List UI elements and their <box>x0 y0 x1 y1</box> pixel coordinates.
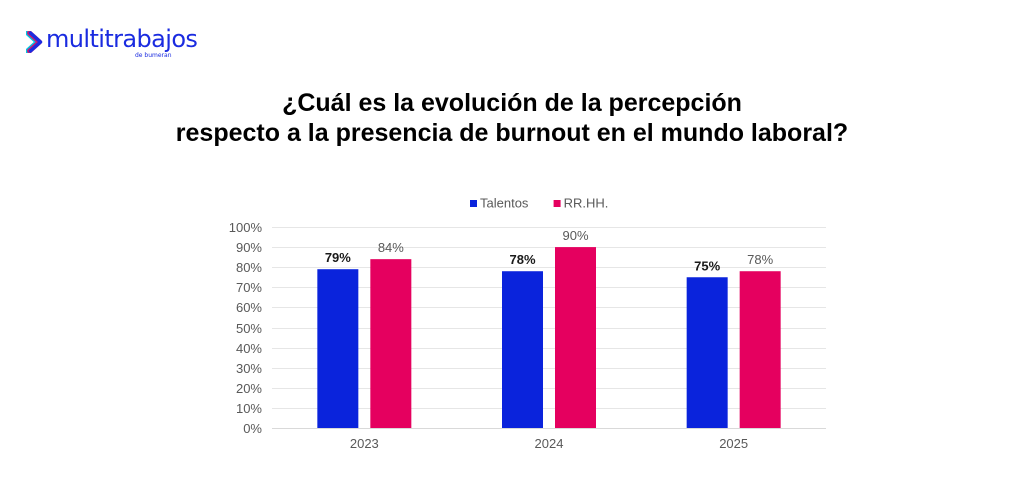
y-tick-label: 70% <box>236 280 262 295</box>
y-tick-label: 100% <box>229 220 263 235</box>
x-tick-label: 2023 <box>350 436 379 451</box>
y-tick-label: 90% <box>236 240 262 255</box>
bar-talentos-2024 <box>502 271 543 428</box>
y-tick-label: 50% <box>236 321 262 336</box>
data-label: 78% <box>747 252 773 267</box>
bar-rr-hh-2025 <box>739 271 781 428</box>
title-line-2: respecto a la presencia de burnout en el… <box>175 119 849 147</box>
y-tick-label: 40% <box>236 341 262 356</box>
bar-talentos-2023 <box>317 269 359 428</box>
y-tick-label: 60% <box>236 300 262 315</box>
title-line-1: ¿Cuál es la evolución de la percepción <box>282 89 742 117</box>
legend-swatch <box>470 200 477 207</box>
data-label: 90% <box>562 228 588 243</box>
chevron-logo-icon <box>26 31 43 53</box>
y-tick-label: 80% <box>236 260 262 275</box>
bar-talentos-2025 <box>686 277 728 428</box>
data-label: 78% <box>509 252 535 267</box>
bar-rr-hh-2024 <box>555 247 596 428</box>
bar-rr-hh-2023 <box>370 259 412 428</box>
data-label: 75% <box>694 258 720 273</box>
brand-name: multitrabajos <box>46 25 198 53</box>
y-tick-label: 10% <box>236 401 262 416</box>
brand-logo: multitrabajos de bumeran <box>26 25 206 67</box>
legend-label: Talentos <box>480 196 529 211</box>
brand-subtitle: de bumeran <box>135 52 172 59</box>
y-tick-label: 0% <box>243 421 262 436</box>
data-label: 79% <box>325 250 351 265</box>
page-title: ¿Cuál es la evolución de la percepción r… <box>0 88 1024 148</box>
x-tick-label: 2025 <box>719 436 748 451</box>
data-label: 84% <box>378 240 404 255</box>
legend-swatch <box>553 200 561 207</box>
y-tick-label: 20% <box>236 381 262 396</box>
y-tick-label: 30% <box>236 361 262 376</box>
legend-label: RR.HH. <box>564 196 609 211</box>
x-tick-label: 2024 <box>535 436 564 451</box>
